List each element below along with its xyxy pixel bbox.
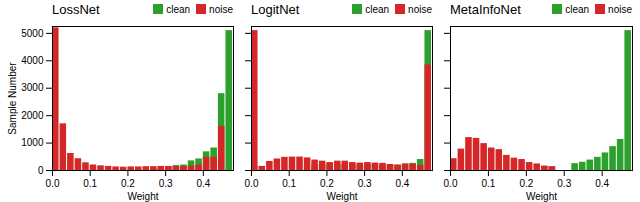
svg-text:0.1: 0.1 (83, 178, 97, 189)
svg-text:0.4: 0.4 (395, 178, 409, 189)
svg-text:0.1: 0.1 (282, 178, 296, 189)
html-text:LogitNet: LogitNet (251, 1, 300, 17)
svg-text:3000: 3000 (21, 82, 44, 93)
svg-text:0.3: 0.3 (159, 178, 173, 189)
html-text:clean: clean (166, 3, 191, 15)
svg-text:Weight: Weight (327, 191, 358, 202)
svg-text:0.1: 0.1 (481, 178, 495, 189)
svg-text:Weight: Weight (128, 191, 159, 202)
svg-text:0.2: 0.2 (519, 178, 533, 189)
svg-text:Sample Number: Sample Number (7, 62, 18, 135)
svg-text:4000: 4000 (21, 55, 44, 66)
svg-text:0.4: 0.4 (196, 178, 210, 189)
svg-text:0.0: 0.0 (444, 178, 458, 189)
html-text:clean: clean (365, 3, 390, 15)
html-text:noise: noise (209, 3, 233, 15)
html-text:LossNet: LossNet (52, 1, 100, 17)
svg-text:0: 0 (38, 165, 44, 176)
html-text:noise: noise (608, 3, 632, 15)
svg-text:5000: 5000 (21, 28, 44, 39)
svg-text:0.3: 0.3 (358, 178, 372, 189)
svg-text:0.2: 0.2 (121, 178, 135, 189)
svg-text:2000: 2000 (21, 110, 44, 121)
svg-text:0.3: 0.3 (557, 178, 571, 189)
html-text:noise: noise (408, 3, 432, 15)
svg-text:0.2: 0.2 (320, 178, 334, 189)
svg-text:0.0: 0.0 (245, 178, 259, 189)
svg-text:0.0: 0.0 (46, 178, 60, 189)
svg-text:Weight: Weight (526, 191, 557, 202)
svg-text:0.4: 0.4 (595, 178, 609, 189)
html-text:MetaInfoNet: MetaInfoNet (450, 1, 521, 17)
html-text:clean: clean (565, 3, 590, 15)
svg-text:1000: 1000 (21, 137, 44, 148)
